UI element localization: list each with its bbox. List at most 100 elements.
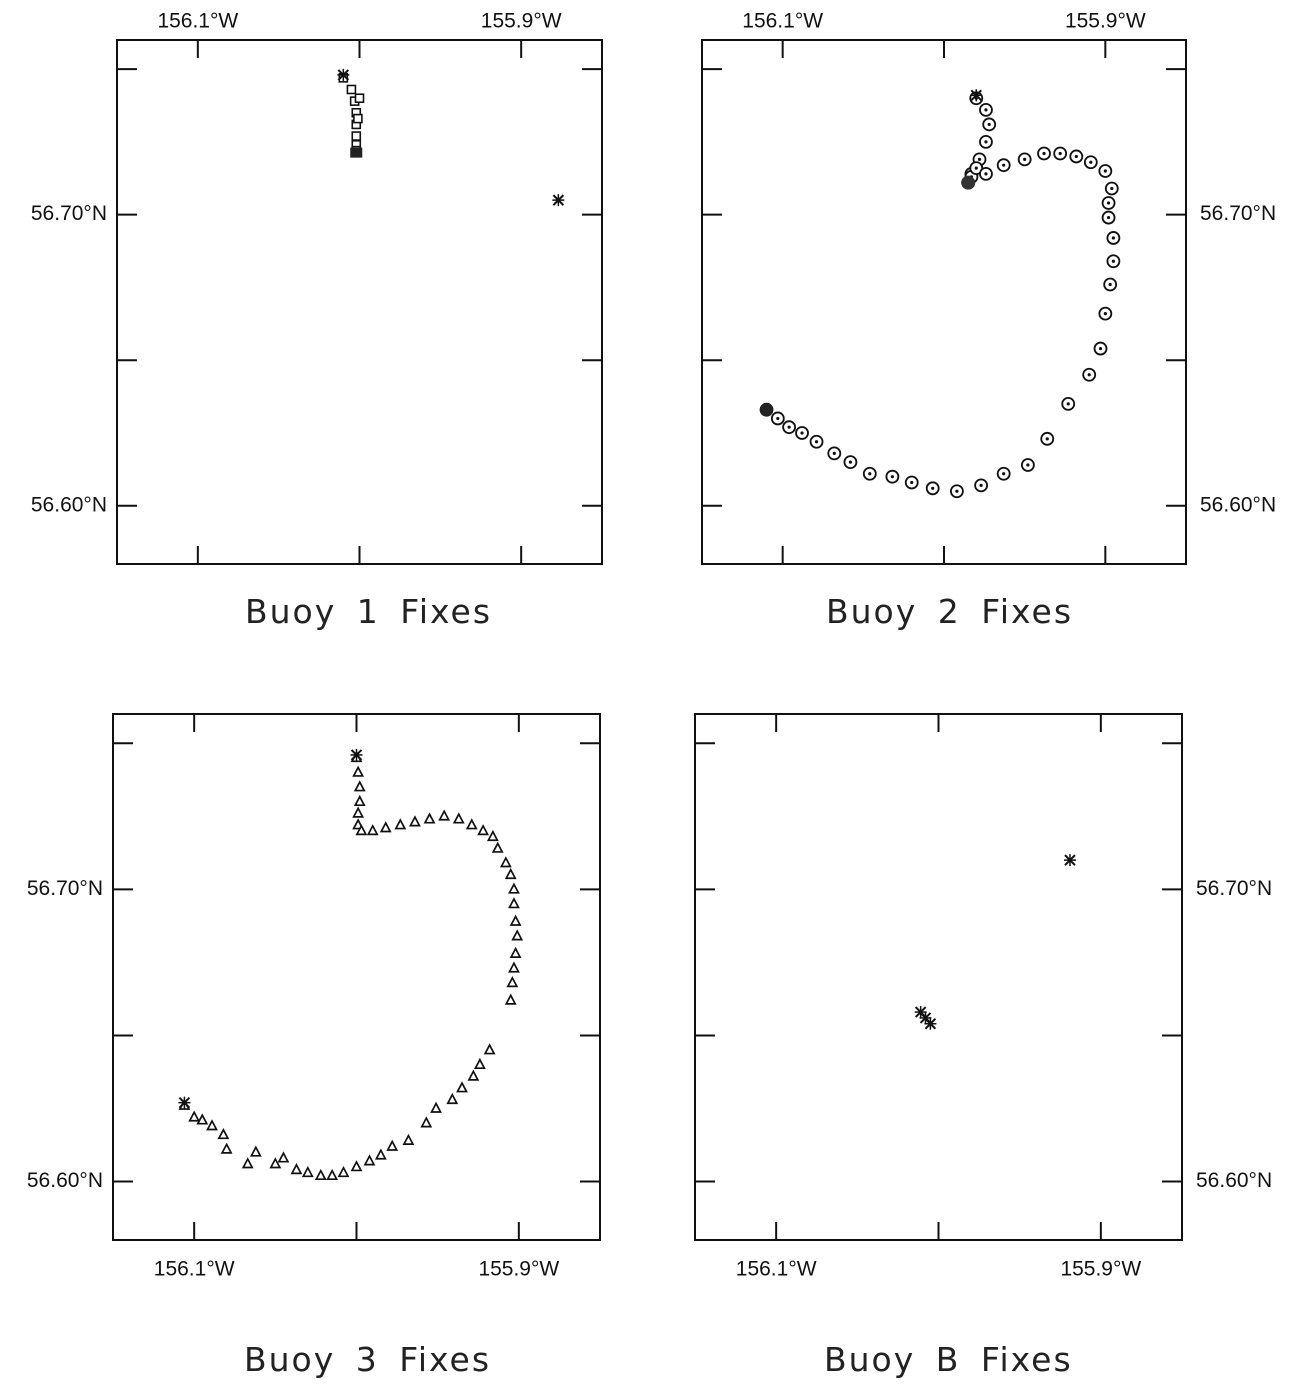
data-point: [508, 961, 520, 973]
buoy-b-chart: 156.1°W 155.9°W 56.70°N 56.60°N: [694, 713, 1272, 1281]
data-point: [509, 914, 522, 926]
data-point: [430, 1101, 442, 1113]
data-point: [982, 117, 997, 132]
data-point: [423, 812, 436, 824]
y-tick-label: 56.70°N: [1196, 877, 1272, 900]
data-point: [353, 780, 366, 792]
plot-frame: [701, 39, 1187, 565]
data-point: [402, 1133, 415, 1145]
data-point: [363, 1154, 376, 1166]
data-point: [351, 131, 362, 141]
y-tick-label: 56.70°N: [1200, 202, 1276, 225]
data-point: [473, 1057, 486, 1070]
y-tick-label: 56.60°N: [27, 1169, 103, 1192]
buoy-3-chart: 156.1°W 155.9°W 56.70°N 56.60°N: [27, 713, 601, 1281]
track-start-marker: [337, 68, 350, 81]
data-point: [452, 812, 465, 824]
data-point: [374, 1148, 387, 1160]
data-point: [974, 478, 989, 493]
data-point: [996, 466, 1011, 481]
data-point: [1104, 181, 1119, 196]
data-point: [353, 113, 363, 124]
data-point: [217, 1127, 230, 1140]
data-point: [1053, 146, 1068, 161]
data-point: [979, 167, 993, 181]
data-point: [1040, 431, 1055, 446]
data-point: [326, 1168, 339, 1181]
data-point: [499, 856, 512, 868]
data-point: [924, 1017, 937, 1030]
x-tick-label: 155.9°W: [1060, 1258, 1141, 1281]
data-point: [1101, 196, 1116, 210]
data-point: [467, 1069, 480, 1081]
data-point: [483, 1043, 496, 1055]
buoy-b-panel: 156.1°W 155.9°W 56.70°N 56.60°N Buoy B Fixe…: [652, 680, 1304, 1384]
data-point: [862, 466, 877, 481]
x-tick-label: 156.1°W: [742, 10, 823, 33]
data-point: [843, 455, 858, 470]
track-end-cluster: [760, 403, 774, 417]
x-tick-label: 155.9°W: [481, 10, 562, 33]
data-point: [477, 824, 490, 836]
y-tick-label: 56.60°N: [1200, 493, 1276, 516]
x-tick-label: 155.9°W: [478, 1258, 559, 1281]
buoy-1-chart: 156.1°W 155.9°W 56.70°N 56.60°N: [31, 10, 603, 565]
data-point: [355, 824, 368, 836]
data-point: [350, 1160, 363, 1172]
y-tick-label: 56.60°N: [31, 493, 107, 516]
data-point: [220, 1142, 233, 1154]
data-point: [352, 765, 365, 777]
data-point: [979, 102, 993, 117]
data-point: [1093, 341, 1108, 356]
extra-fix-marker: [552, 194, 565, 207]
data-point: [904, 475, 919, 490]
data-point: [269, 1157, 282, 1169]
data-point: [950, 484, 964, 499]
data-point: [1061, 396, 1076, 411]
track-end-marker: [178, 1096, 191, 1109]
data-point: [301, 1165, 314, 1178]
track-end-cluster: [350, 147, 363, 158]
buoy-1-panel: 156.1°W 155.9°W 56.70°N 56.60°N Buoy 1 Fixe…: [0, 0, 652, 680]
data-point: [196, 1113, 209, 1125]
data-point: [979, 134, 993, 149]
buoy-2-chart: 156.1°W 155.9°W 56.70°N 56.60°N: [701, 10, 1276, 565]
buoy-3-caption: Buoy 3 Fixes: [244, 1340, 492, 1379]
y-tick-label: 56.70°N: [31, 202, 107, 225]
data-point: [795, 426, 809, 440]
data-point: [1098, 306, 1113, 321]
data-point: [770, 411, 785, 426]
data-point: [352, 806, 365, 818]
buoy-3-panel: 156.1°W 155.9°W 56.70°N 56.60°N Buoy 3 Fixe…: [0, 680, 652, 1384]
data-point: [809, 434, 824, 449]
data-point: [353, 794, 366, 807]
data-point: [1063, 854, 1076, 867]
data-point: [506, 976, 519, 988]
data-point: [420, 1116, 433, 1128]
data-point: [509, 946, 522, 958]
data-point: [394, 818, 407, 830]
data-point: [188, 1110, 201, 1122]
turn-cluster: [961, 175, 976, 190]
data-point: [241, 1157, 254, 1169]
data-point: [1103, 277, 1118, 292]
data-point: [1020, 458, 1035, 472]
data-point: [504, 993, 517, 1005]
data-point: [465, 818, 478, 830]
data-point: [1083, 155, 1098, 170]
buoy-1-caption: Buoy 1 Fixes: [245, 592, 493, 631]
buoy-2-panel: 156.1°W 155.9°W 56.70°N 56.60°N Buoy 2 Fixe…: [652, 0, 1304, 680]
data-point: [1106, 231, 1121, 245]
y-tick-label: 56.70°N: [27, 877, 103, 900]
data-point: [1017, 152, 1032, 167]
data-point: [314, 1168, 327, 1181]
x-tick-label: 156.1°W: [154, 1258, 235, 1281]
data-point: [508, 882, 520, 894]
data-point: [925, 481, 940, 496]
data-point: [996, 158, 1011, 173]
data-point: [438, 809, 451, 821]
data-point: [511, 929, 524, 941]
data-point: [354, 93, 365, 104]
data-point: [1069, 149, 1084, 164]
buoy-b-caption: Buoy B Fixes: [824, 1340, 1073, 1379]
